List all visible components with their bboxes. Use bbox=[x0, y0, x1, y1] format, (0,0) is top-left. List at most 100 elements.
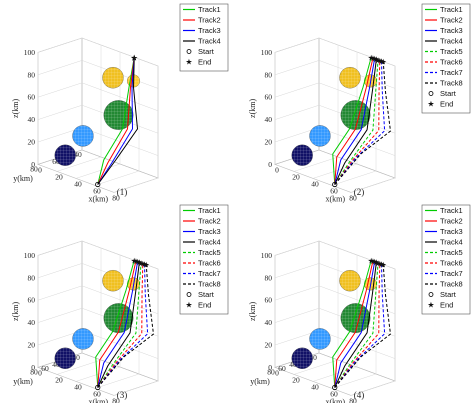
obstacle-mesh bbox=[291, 347, 313, 369]
legend-end-symbol: ★ bbox=[427, 301, 434, 310]
start-marker bbox=[95, 181, 101, 188]
end-marker: ★ bbox=[376, 259, 383, 268]
legend-label: Start bbox=[440, 290, 457, 299]
grid-line-z bbox=[274, 104, 396, 134]
z-axis-label: z(km) bbox=[11, 302, 20, 321]
y-tick-label: 60 bbox=[278, 364, 286, 373]
z-tick-label: 80 bbox=[265, 273, 273, 282]
subplot-label: (2) bbox=[354, 187, 365, 197]
end-marker: ★ bbox=[139, 259, 146, 268]
legend-label: Start bbox=[198, 47, 215, 56]
legend-label: Track5 bbox=[440, 47, 463, 56]
grid-line-z bbox=[37, 240, 159, 270]
x-tick-label: 20 bbox=[55, 172, 63, 181]
track-line-track8 bbox=[334, 264, 392, 388]
x-tick-label: 60 bbox=[330, 389, 338, 398]
track-line-track5 bbox=[97, 262, 142, 388]
z-tick-label: 60 bbox=[28, 93, 36, 102]
legend-start-symbol bbox=[428, 91, 434, 96]
z-tick-label: 40 bbox=[28, 318, 36, 327]
grid-line-z bbox=[37, 104, 159, 134]
plot-1: ★★★★ bbox=[54, 53, 140, 188]
grid-line-z bbox=[274, 307, 396, 337]
legend-2: Track1Track2Track3Track4Track5Track6Trac… bbox=[421, 3, 471, 114]
grid-line-x-floor bbox=[113, 177, 159, 193]
legend-box bbox=[421, 3, 471, 114]
x-tick-label: 60 bbox=[93, 186, 101, 195]
legend-start-symbol bbox=[428, 292, 434, 297]
legend-3: Track1Track2Track3Track4Track5Track6Trac… bbox=[179, 204, 229, 315]
z-tick-label: 80 bbox=[28, 273, 36, 282]
obstacle-mesh bbox=[54, 144, 76, 166]
end-marker: ★ bbox=[378, 260, 385, 269]
legend-label: End bbox=[440, 100, 453, 109]
z-tick-label: 80 bbox=[28, 70, 36, 79]
grid-line-x-floor bbox=[94, 170, 140, 186]
y-axis-label: y(km) bbox=[13, 174, 33, 183]
axes-2: 0 20 40 60 80 100 0 20 40 60 80 z(km) x(km) (2) bbox=[248, 37, 396, 204]
grid-line-x-floor bbox=[312, 163, 358, 179]
axes-1: 0 20 40 60 80 100 0 20 40 60 80 80 60 40 z(km) x(km) y(k… bbox=[11, 37, 159, 204]
x-tick-label: 0 bbox=[275, 165, 279, 174]
grid-line-x-floor bbox=[350, 177, 396, 193]
x-tick-label: 40 bbox=[74, 382, 82, 391]
legend-label: Track1 bbox=[440, 5, 463, 14]
legend-label: Track8 bbox=[440, 79, 463, 88]
end-marker: ★ bbox=[143, 261, 150, 270]
end-marker: ★ bbox=[380, 261, 387, 270]
grid-line-x-floor bbox=[56, 156, 102, 172]
y-tick-label: 80 bbox=[30, 164, 38, 173]
y-tick-label: 0 bbox=[76, 353, 80, 362]
end-marker: ★ bbox=[132, 257, 139, 266]
z-tick-label: 100 bbox=[24, 48, 36, 57]
end-marker: ★ bbox=[371, 258, 378, 267]
z-tick-label: 80 bbox=[265, 70, 273, 79]
legend-label: Track4 bbox=[198, 37, 221, 46]
x-tick-label: 80 bbox=[112, 396, 120, 403]
legend-end-symbol: ★ bbox=[185, 58, 192, 67]
plot-2: ★★★★★★★★ bbox=[291, 53, 392, 188]
legend-label: Track4 bbox=[440, 37, 463, 46]
legend-label: Track2 bbox=[440, 217, 463, 226]
end-marker: ★ bbox=[375, 259, 382, 268]
x-tick-label: 80 bbox=[112, 193, 120, 202]
track-line-track3 bbox=[334, 58, 376, 185]
legend-label: Track1 bbox=[198, 206, 221, 215]
grid-line-x-floor bbox=[312, 366, 358, 382]
legend-4: Track1Track2Track3Track4Track5Track6Trac… bbox=[421, 204, 471, 315]
z-axis-label: z(km) bbox=[248, 99, 257, 118]
track-line-track1 bbox=[332, 57, 372, 185]
legend-label: Track1 bbox=[440, 206, 463, 215]
end-marker: ★ bbox=[368, 53, 375, 62]
legend-label: Track6 bbox=[198, 259, 221, 268]
end-marker: ★ bbox=[373, 258, 380, 267]
legend-box bbox=[421, 204, 471, 315]
grid-line-x-floor bbox=[293, 156, 339, 172]
z-tick-label: 100 bbox=[261, 48, 273, 57]
z-tick-label: 0 bbox=[268, 160, 272, 169]
grid-line-z bbox=[37, 60, 159, 89]
legend-label: Track3 bbox=[440, 227, 463, 236]
legend-label: Track2 bbox=[198, 217, 221, 226]
legend-label: Track8 bbox=[440, 280, 463, 289]
grid-line-x-floor bbox=[75, 366, 121, 382]
legend-label: End bbox=[198, 58, 211, 67]
grid-line-x-floor bbox=[293, 359, 339, 375]
x-tick-label: 80 bbox=[349, 396, 357, 403]
obstacle-mesh bbox=[291, 144, 313, 166]
grid-line-z bbox=[274, 285, 396, 315]
legend-label: Track3 bbox=[198, 26, 221, 35]
obstacle-mesh bbox=[339, 67, 361, 89]
subplot-label: (1) bbox=[117, 187, 128, 197]
end-marker: ★ bbox=[376, 56, 383, 65]
end-marker: ★ bbox=[369, 257, 376, 266]
x-tick-label: 0 bbox=[38, 368, 42, 377]
track-line-track4 bbox=[334, 59, 377, 185]
legend-label: Track7 bbox=[198, 269, 221, 278]
x-tick-label: 40 bbox=[74, 179, 82, 188]
grid-line-x-floor bbox=[331, 373, 377, 389]
y-tick-label: 60 bbox=[41, 364, 49, 373]
end-marker: ★ bbox=[138, 259, 145, 268]
